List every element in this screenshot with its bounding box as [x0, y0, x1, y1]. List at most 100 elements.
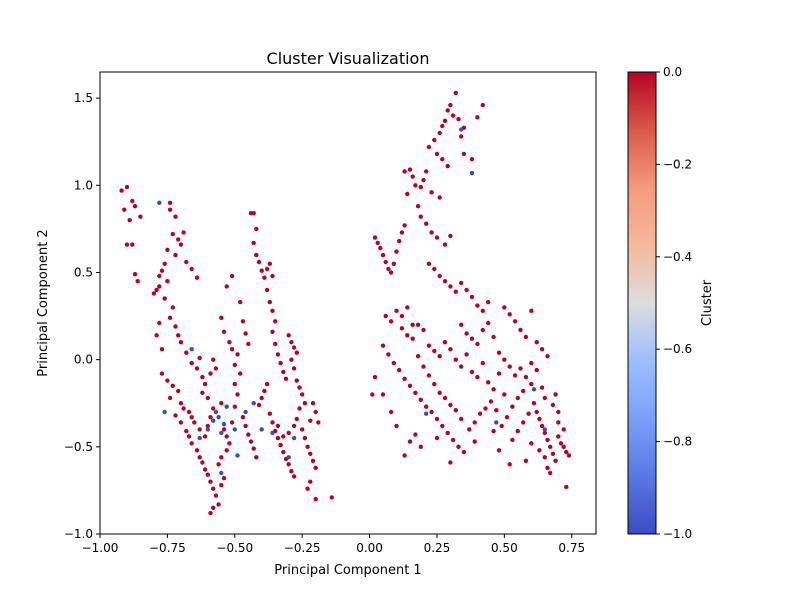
cluster-neg1-point: [259, 427, 264, 432]
cluster-0-point: [173, 324, 178, 329]
cluster-0-point: [165, 247, 170, 252]
cluster-0-point: [469, 294, 475, 300]
cluster-0-point: [221, 476, 227, 481]
colorbar-tick-label: −0.6: [663, 342, 692, 356]
cluster-0-point: [132, 204, 138, 209]
cluster-0-point: [507, 364, 512, 369]
cluster-0-point: [219, 401, 224, 406]
cluster-0-point: [383, 259, 388, 265]
colorbar-ticks: 0.0 −0.2 −0.4 −0.6 −0.8 −1.0: [656, 65, 692, 541]
cluster-0-point: [426, 261, 432, 266]
y-tick-label: 0.0: [74, 353, 93, 367]
cluster-0-point: [418, 214, 423, 219]
cluster-0-point: [170, 383, 175, 388]
cluster-0-point: [475, 115, 480, 120]
cluster-0-point: [264, 287, 270, 293]
cluster-0-point: [256, 259, 262, 265]
cluster-0-point: [173, 413, 178, 418]
cluster-0-point: [402, 376, 407, 381]
cluster-0-point: [469, 157, 475, 162]
cluster-0-point: [264, 266, 270, 272]
cluster-0-point: [200, 390, 205, 395]
cluster-0-point: [176, 388, 181, 394]
cluster-0-point: [448, 233, 453, 239]
cluster-0-point: [464, 287, 469, 293]
cluster-0-point: [189, 360, 194, 366]
cluster-neg1-point: [157, 200, 162, 205]
cluster-0-point: [167, 200, 173, 205]
cluster-0-point: [211, 505, 216, 510]
cluster-0-point: [305, 486, 310, 491]
x-tick-label: −0.75: [149, 541, 186, 555]
y-tick-label: −1.0: [64, 527, 93, 541]
ticks-layer: −1.00 −0.75 −0.50 −0.25 0.00 0.25 0.50 0.75 −1.0…: [64, 91, 585, 555]
cluster-0-point: [305, 444, 310, 449]
cluster-0-point: [270, 273, 275, 279]
cluster-0-point: [194, 366, 200, 371]
cluster-0-point: [221, 427, 227, 432]
cluster-0-point: [475, 374, 480, 380]
colorbar-tick-label: −0.2: [663, 157, 692, 171]
cluster-0-point: [386, 352, 391, 357]
cluster-0-point: [407, 167, 413, 172]
cluster-0-point: [308, 479, 313, 484]
cluster-0-point: [173, 214, 178, 219]
cluster-0-point: [486, 320, 491, 326]
cluster-0-point: [213, 493, 219, 498]
cluster-0-point: [208, 371, 213, 376]
cluster-neg1-point: [235, 453, 240, 458]
cluster-0-point: [558, 441, 564, 446]
cluster-0-point: [227, 441, 232, 446]
cluster-0-point: [159, 371, 165, 376]
cluster-0-point: [165, 279, 170, 284]
colorbar: [627, 71, 657, 535]
cluster-0-point: [380, 392, 386, 397]
cluster-0-point: [240, 319, 246, 324]
cluster-0-point: [561, 444, 566, 449]
cluster-0-point: [388, 319, 394, 324]
cluster-0-point: [504, 415, 510, 420]
cluster-neg1-point: [542, 427, 547, 432]
cluster-0-point: [523, 374, 529, 380]
cluster-0-point: [378, 245, 383, 251]
cluster-0-point: [273, 319, 278, 324]
cluster-0-point: [211, 406, 216, 411]
cluster-0-point: [521, 388, 526, 394]
cluster-0-point: [531, 401, 537, 406]
cluster-0-point: [229, 347, 235, 352]
cluster-0-point: [167, 207, 173, 212]
cluster-0-point: [138, 214, 143, 219]
cluster-0-point: [219, 315, 224, 320]
cluster-0-point: [386, 266, 391, 272]
cluster-0-point: [294, 416, 299, 422]
cluster-0-point: [410, 322, 415, 327]
cluster-0-point: [211, 486, 216, 491]
cluster-0-point: [453, 90, 458, 96]
cluster-0-point: [186, 409, 192, 415]
cluster-0-point: [170, 305, 175, 310]
cluster-0-point: [448, 347, 453, 352]
cluster-0-point: [197, 455, 202, 460]
cluster-0-point: [124, 184, 130, 190]
cluster-neg1-point: [531, 387, 537, 392]
cluster-0-point: [553, 458, 558, 463]
cluster-0-point: [515, 428, 520, 434]
cluster-0-point: [173, 252, 178, 258]
cluster-neg1-point: [286, 455, 291, 460]
cluster-0-point: [130, 242, 135, 247]
cluster-0-point: [208, 479, 213, 484]
cluster-neg1-point: [459, 127, 464, 132]
cluster-0-point: [459, 416, 464, 422]
cluster-0-point: [184, 259, 189, 265]
chart-title: Cluster Visualization: [267, 49, 430, 68]
cluster-0-point: [440, 123, 445, 129]
cluster-0-point: [426, 343, 432, 348]
cluster-neg1-point: [219, 430, 224, 436]
cluster-0-point: [246, 341, 251, 347]
cluster-0-point: [289, 469, 294, 474]
x-axis-label: Principal Component 1: [274, 563, 421, 578]
cluster-0-point: [488, 399, 494, 404]
cluster-0-point: [200, 374, 205, 380]
cluster-neg1-point: [270, 430, 275, 436]
